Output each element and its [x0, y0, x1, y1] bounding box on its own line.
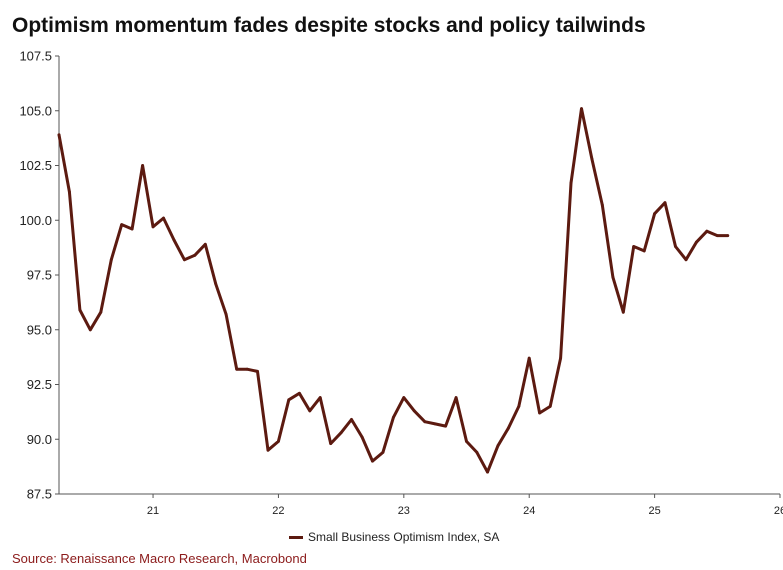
data-point [151, 225, 155, 229]
data-point [183, 258, 186, 262]
x-tick-label: 21 [147, 505, 159, 517]
data-point [412, 409, 416, 413]
data-point [538, 411, 541, 415]
data-point [245, 367, 249, 371]
data-point [266, 448, 270, 452]
x-tick-label: 25 [648, 505, 660, 517]
data-point [705, 229, 709, 233]
data-point [350, 418, 353, 421]
x-tick-label: 23 [398, 505, 410, 517]
data-point [88, 328, 92, 332]
y-axis: 87.5 90.0 92.5 95.0 97.5 100.0 102.5 105.0 107.5 [19, 49, 60, 502]
data-point [120, 223, 124, 227]
data-point [287, 398, 291, 402]
data-point [402, 396, 406, 399]
data-point [99, 310, 103, 314]
y-tick-label: 95.0 [27, 322, 52, 337]
data-point [423, 420, 427, 424]
data-point [674, 245, 677, 248]
data-point [68, 190, 71, 194]
data-point [214, 282, 218, 286]
series-group [57, 107, 730, 474]
legend: Small Business Optimism Index, SA [289, 530, 499, 544]
data-point [632, 245, 636, 248]
data-point [224, 313, 228, 316]
data-point [548, 405, 552, 408]
data-point [569, 181, 573, 185]
data-point [726, 234, 730, 238]
data-point [695, 240, 698, 244]
data-point [172, 238, 176, 242]
data-point [57, 133, 61, 137]
x-tick-label: 22 [272, 505, 284, 517]
data-point [162, 216, 165, 220]
data-point [506, 426, 510, 430]
y-tick-label: 105.0 [19, 103, 52, 118]
data-point [600, 203, 604, 207]
data-point [78, 308, 82, 312]
data-point [653, 212, 656, 216]
y-tick-label: 102.5 [19, 158, 52, 173]
data-point [433, 422, 437, 426]
x-tick-label: 24 [523, 505, 535, 517]
data-point [360, 435, 364, 439]
data-point [611, 275, 615, 279]
data-point [590, 157, 594, 161]
data-point [517, 405, 521, 408]
legend-swatch [289, 535, 303, 539]
data-point [559, 356, 562, 360]
data-point [298, 391, 301, 395]
data-point [684, 258, 688, 262]
data-point [454, 396, 458, 399]
y-tick-label: 90.0 [27, 432, 52, 447]
data-point [663, 201, 667, 205]
y-tick-label: 100.0 [19, 213, 52, 228]
data-point [496, 444, 500, 448]
data-point [465, 440, 468, 443]
y-tick-label: 92.5 [27, 377, 52, 392]
data-point [527, 356, 531, 360]
y-tick-label: 87.5 [27, 487, 52, 502]
source-note: Source: Renaissance Macro Research, Macr… [12, 551, 307, 566]
chart-title: Optimism momentum fades despite stocks a… [12, 14, 646, 37]
data-point [203, 242, 207, 246]
y-tick-label: 97.5 [27, 268, 52, 283]
data-point [141, 164, 145, 167]
data-point [642, 249, 646, 253]
line-chart: 87.5 90.0 92.5 95.0 97.5 100.0 102.5 105.0 107.5… [19, 49, 783, 518]
data-point [381, 451, 385, 454]
x-axis: 21 22 23 24 25 26 [59, 493, 783, 517]
data-point [193, 253, 197, 257]
data-point [308, 409, 312, 413]
y-tick-label: 107.5 [19, 49, 52, 64]
data-point [277, 440, 280, 443]
data-point [130, 227, 134, 231]
x-tick-label: 26 [774, 505, 783, 517]
data-point [715, 234, 719, 238]
data-point [109, 258, 113, 262]
data-point [392, 416, 395, 419]
data-point [444, 424, 447, 428]
data-point [329, 442, 333, 445]
data-point [475, 451, 479, 454]
data-point [235, 367, 239, 371]
data-point [580, 107, 583, 110]
data-point [371, 459, 374, 463]
data-point [318, 396, 322, 399]
legend-label: Small Business Optimism Index, SA [308, 530, 500, 544]
data-point [256, 370, 259, 373]
data-point [621, 310, 625, 314]
data-point [339, 431, 343, 435]
data-point [486, 470, 489, 474]
